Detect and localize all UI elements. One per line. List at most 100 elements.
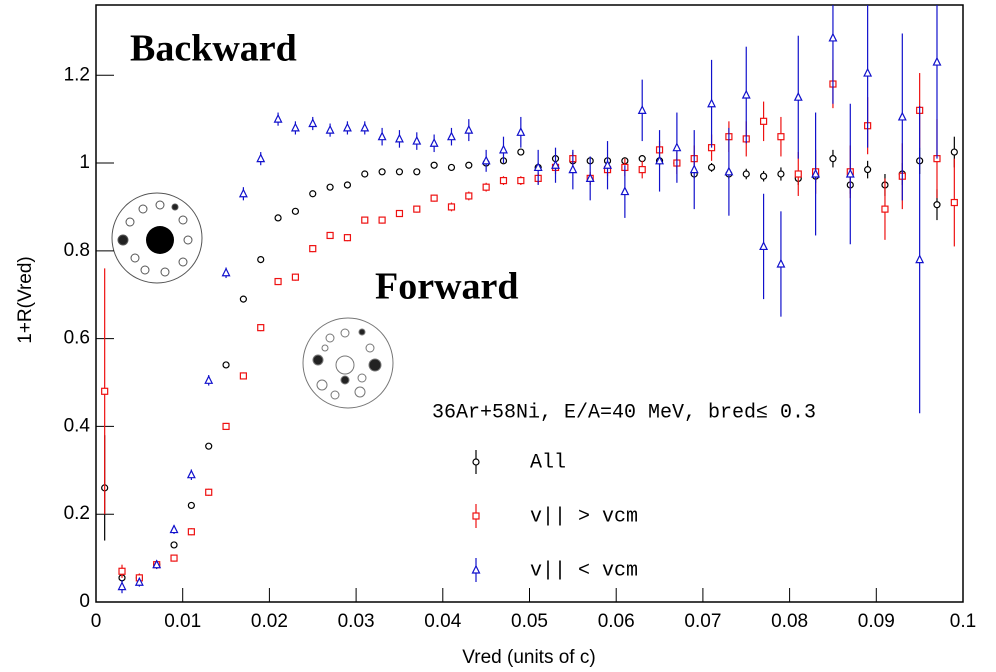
marker — [482, 183, 490, 191]
marker — [933, 201, 941, 209]
marker — [430, 194, 438, 202]
marker — [724, 166, 734, 176]
marker — [533, 162, 543, 172]
y-tick-label: 0.4 — [64, 415, 91, 436]
marker — [950, 148, 958, 156]
marker — [152, 559, 162, 569]
marker — [637, 105, 647, 114]
legend-label: v|| > vcm — [530, 505, 638, 528]
marker — [395, 209, 404, 218]
marker — [915, 254, 925, 264]
marker — [221, 267, 231, 277]
marker — [447, 163, 456, 172]
marker — [290, 122, 300, 132]
marker — [343, 181, 352, 189]
marker — [378, 168, 386, 176]
marker — [395, 168, 404, 176]
y-tick-label: 0.6 — [64, 328, 90, 349]
marker — [413, 205, 421, 213]
marker — [325, 124, 335, 134]
marker — [707, 98, 717, 108]
marker — [238, 188, 248, 198]
marker — [620, 186, 630, 196]
x-tick-label: 0.04 — [424, 611, 461, 632]
x-tick-label: 0.09 — [858, 611, 895, 632]
annotation: 36Ar+58Ni, E/A=40 MeV, bred≤ 0.3 — [432, 401, 816, 424]
marker — [828, 32, 838, 42]
marker — [394, 133, 404, 143]
marker — [361, 170, 369, 178]
marker — [378, 216, 386, 224]
marker — [134, 576, 144, 586]
y-tick-label: 1.2 — [64, 64, 90, 85]
marker — [326, 183, 334, 191]
marker — [689, 164, 699, 174]
marker — [186, 469, 196, 479]
x-tick-label: 0.1 — [950, 611, 976, 632]
marker — [707, 163, 716, 172]
marker — [776, 258, 786, 268]
marker — [793, 91, 803, 101]
marker — [465, 192, 473, 200]
marker — [429, 137, 439, 147]
marker — [864, 166, 872, 174]
marker — [239, 372, 247, 380]
marker — [638, 166, 646, 174]
marker — [342, 122, 352, 132]
marker — [204, 374, 214, 384]
marker — [759, 172, 768, 180]
marker — [741, 89, 751, 99]
marker — [863, 67, 873, 77]
marker — [360, 122, 370, 132]
marker — [551, 159, 560, 169]
marker — [205, 442, 213, 450]
marker — [257, 324, 265, 332]
marker — [568, 164, 578, 174]
marker — [481, 155, 491, 165]
x-tick-label: 0.05 — [511, 611, 548, 632]
marker — [412, 135, 422, 145]
x-tick-label: 0.01 — [164, 611, 201, 632]
marker — [291, 273, 300, 281]
marker — [326, 231, 334, 240]
marker — [256, 153, 266, 163]
marker — [777, 170, 785, 178]
detector-icon-forward — [302, 317, 394, 409]
marker — [170, 554, 178, 562]
legend-label: All — [530, 451, 566, 474]
marker — [273, 113, 283, 123]
marker — [117, 581, 127, 591]
detector-icon-backward — [111, 192, 203, 284]
y-tick-label: 0.8 — [64, 240, 90, 261]
marker — [472, 458, 480, 466]
x-tick-label: 0.03 — [338, 611, 375, 632]
x-tick-label: 0.02 — [251, 611, 288, 632]
y-tick-label: 0 — [79, 591, 90, 612]
marker — [897, 111, 907, 121]
marker — [516, 126, 526, 136]
marker — [672, 142, 682, 152]
y-tick-label: 1 — [79, 152, 90, 173]
marker — [239, 295, 247, 303]
marker — [499, 176, 508, 185]
marker — [222, 361, 230, 369]
marker — [932, 56, 942, 66]
marker — [430, 161, 438, 169]
marker — [464, 124, 474, 134]
marker — [811, 168, 821, 178]
marker — [655, 155, 665, 165]
y-tick-label: 0.2 — [64, 503, 90, 524]
marker — [777, 133, 785, 141]
y-axis-label: 1+R(Vred) — [15, 256, 36, 343]
marker — [222, 422, 230, 431]
marker — [187, 528, 195, 536]
marker — [170, 541, 178, 549]
marker — [759, 117, 768, 125]
marker — [413, 168, 421, 176]
marker — [794, 170, 802, 178]
marker — [950, 198, 958, 207]
marker — [585, 173, 595, 182]
marker — [465, 161, 473, 169]
marker — [517, 148, 525, 156]
